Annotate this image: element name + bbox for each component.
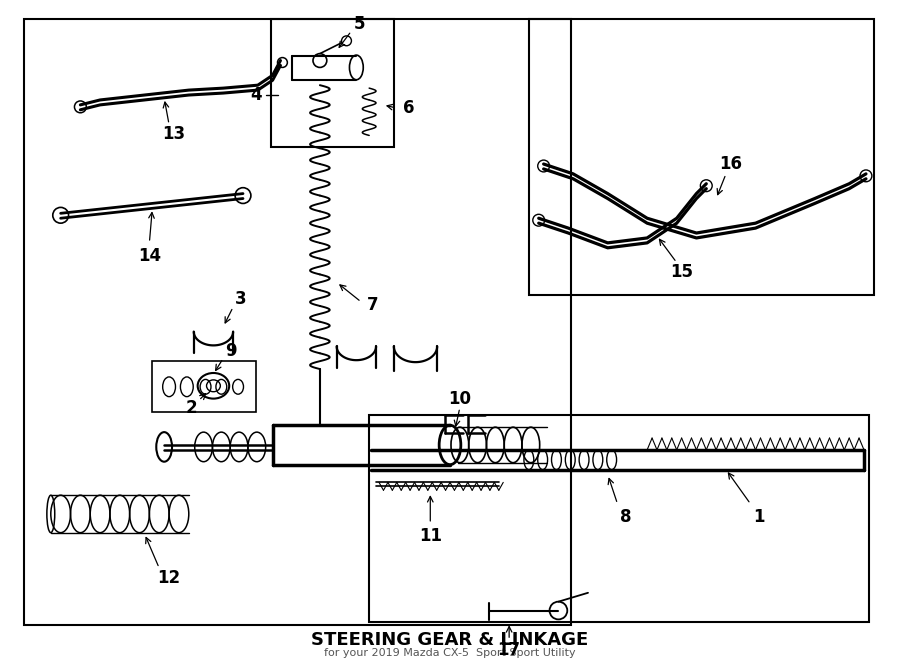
- Text: 1: 1: [752, 508, 764, 526]
- Text: 10: 10: [448, 389, 472, 408]
- Text: 9: 9: [225, 342, 237, 360]
- Text: STEERING GEAR & LINKAGE: STEERING GEAR & LINKAGE: [311, 631, 589, 649]
- Text: 6: 6: [403, 99, 414, 117]
- Text: 5: 5: [354, 15, 365, 33]
- Text: 15: 15: [670, 264, 693, 282]
- Text: 12: 12: [158, 569, 181, 587]
- Text: 3: 3: [235, 290, 247, 308]
- Text: 8: 8: [620, 508, 631, 526]
- Bar: [24, 19, 571, 625]
- Bar: [152, 361, 256, 412]
- Text: 4: 4: [250, 86, 262, 104]
- Bar: [529, 19, 874, 295]
- Text: 13: 13: [162, 126, 185, 143]
- Bar: [369, 415, 868, 623]
- Text: 16: 16: [719, 155, 742, 173]
- Text: 11: 11: [418, 527, 442, 545]
- Text: 17: 17: [498, 641, 521, 659]
- Text: 14: 14: [138, 247, 161, 264]
- Text: 7: 7: [367, 296, 379, 314]
- Text: 2: 2: [186, 399, 198, 418]
- Bar: [271, 19, 394, 147]
- Text: for your 2019 Mazda CX-5  Sport Sport Utility: for your 2019 Mazda CX-5 Sport Sport Uti…: [324, 648, 576, 658]
